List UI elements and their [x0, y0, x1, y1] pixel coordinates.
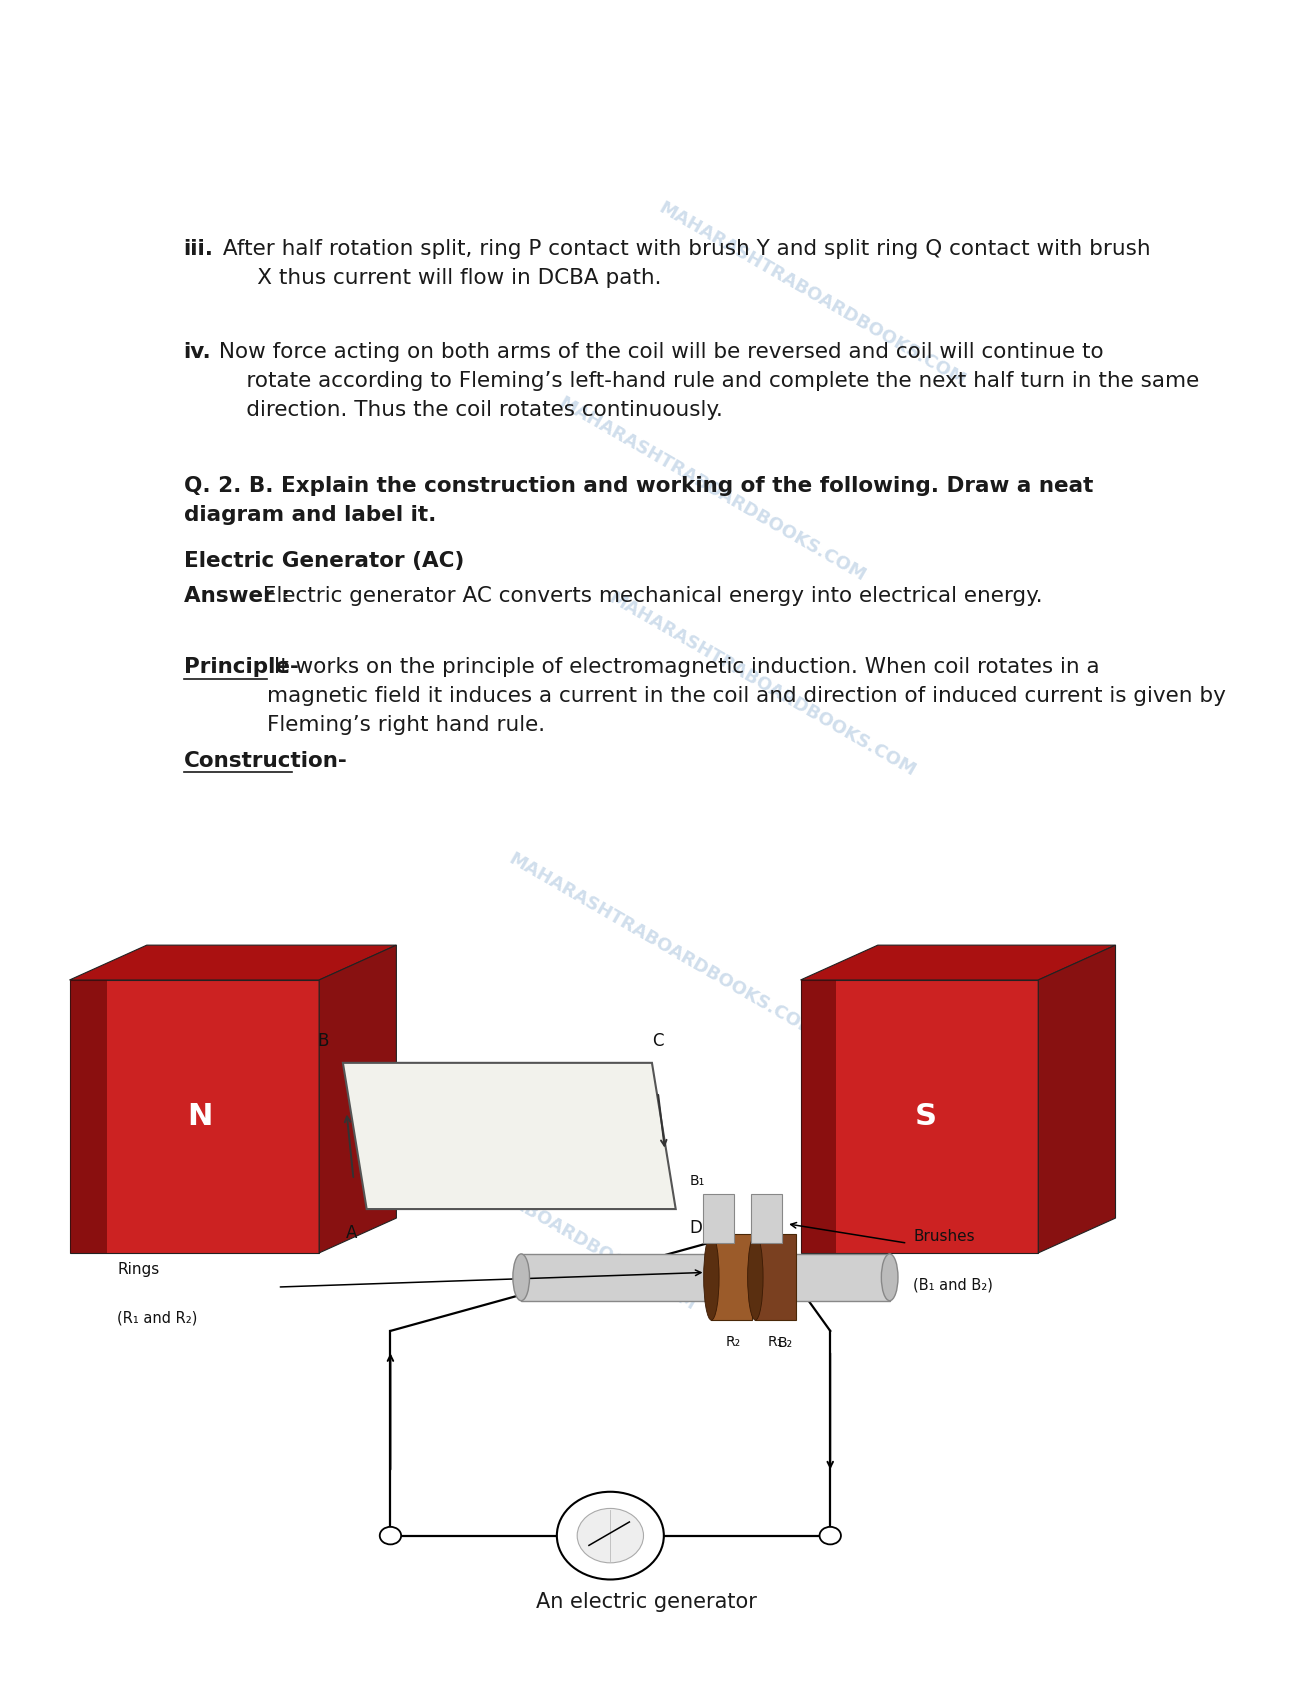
Polygon shape — [801, 945, 1115, 981]
Text: MAHARASHTRABOARDBOOKS.COM: MAHARASHTRABOARDBOOKS.COM — [606, 588, 919, 780]
Text: B₂: B₂ — [778, 1336, 792, 1351]
Text: R₁: R₁ — [767, 1334, 783, 1348]
Text: R₂: R₂ — [725, 1334, 740, 1348]
Ellipse shape — [513, 1255, 530, 1300]
Text: MAHARASHTRABOARDBOOKS.COM: MAHARASHTRABOARDBOOKS.COM — [385, 1123, 699, 1314]
Text: (B₁ and B₂): (B₁ and B₂) — [913, 1278, 994, 1292]
Circle shape — [578, 1508, 643, 1562]
Bar — [751, 1194, 782, 1243]
Text: MAHARASHTRABOARDBOOKS.COM: MAHARASHTRABOARDBOOKS.COM — [556, 394, 870, 585]
Circle shape — [380, 1527, 401, 1544]
Bar — [756, 1234, 796, 1321]
Text: Principle-: Principle- — [183, 658, 298, 678]
Text: Construction-: Construction- — [183, 751, 348, 771]
Text: Electric generator AC converts mechanical energy into electrical energy.: Electric generator AC converts mechanica… — [256, 585, 1043, 605]
Text: Now force acting on both arms of the coil will be reversed and coil will continu: Now force acting on both arms of the coi… — [212, 342, 1199, 419]
Ellipse shape — [748, 1234, 764, 1321]
Text: Brushes: Brushes — [913, 1229, 975, 1245]
Text: MAHARASHTRABOARDBOOKS.COM: MAHARASHTRABOARDBOOKS.COM — [655, 198, 969, 389]
Bar — [521, 1255, 890, 1300]
Text: MAHARASHTRABOARDBOOKS.COM: MAHARASHTRABOARDBOOKS.COM — [505, 849, 819, 1040]
Text: Answer :: Answer : — [183, 585, 289, 605]
Text: A: A — [345, 1224, 357, 1241]
Text: It works on the principle of electromagnetic induction. When coil rotates in a
m: It works on the principle of electromagn… — [266, 658, 1226, 736]
Polygon shape — [801, 981, 836, 1253]
Text: (R₁ and R₂): (R₁ and R₂) — [118, 1311, 198, 1326]
Bar — [703, 1194, 734, 1243]
Polygon shape — [319, 945, 397, 1253]
Polygon shape — [70, 981, 107, 1253]
Text: iv.: iv. — [183, 342, 212, 362]
Polygon shape — [342, 1064, 676, 1209]
Bar — [712, 1234, 752, 1321]
Text: iii.: iii. — [183, 240, 213, 259]
Text: N: N — [187, 1103, 213, 1131]
Circle shape — [557, 1491, 664, 1579]
Ellipse shape — [881, 1255, 898, 1300]
Ellipse shape — [704, 1234, 720, 1321]
Text: After half rotation split, ring P contact with brush Y and split ring Q contact : After half rotation split, ring P contac… — [216, 240, 1150, 287]
Text: B: B — [317, 1032, 328, 1050]
Circle shape — [819, 1527, 841, 1544]
Polygon shape — [70, 945, 397, 981]
Text: C: C — [652, 1032, 664, 1050]
Text: B₁: B₁ — [690, 1174, 704, 1187]
Text: D: D — [690, 1219, 703, 1236]
Text: Rings: Rings — [118, 1261, 159, 1277]
Text: Q. 2. B. Explain the construction and working of the following. Draw a neat
diag: Q. 2. B. Explain the construction and wo… — [183, 477, 1093, 526]
Polygon shape — [1039, 945, 1115, 1253]
Polygon shape — [70, 981, 319, 1253]
Polygon shape — [801, 981, 1039, 1253]
Text: Electric Generator (AC): Electric Generator (AC) — [183, 551, 464, 570]
Text: An electric generator: An electric generator — [536, 1591, 756, 1612]
Text: S: S — [915, 1103, 937, 1131]
